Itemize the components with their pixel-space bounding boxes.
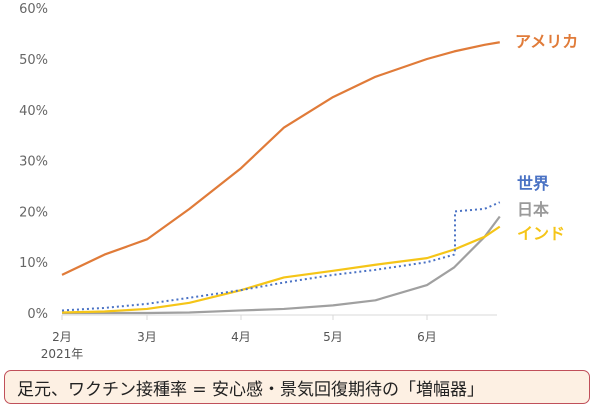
- label-america: アメリカ: [515, 32, 578, 51]
- y-tick-label: 30%: [19, 155, 48, 170]
- y-tick-label: 40%: [19, 104, 48, 119]
- x-tick-label: 3月: [137, 330, 157, 344]
- y-tick-label: 50%: [19, 53, 48, 68]
- caption-text: 足元、ワクチン接種率 = 安心感・景気回復期待の「増幅器」: [17, 379, 485, 400]
- series-line-インド: [61, 225, 501, 314]
- label-india: インド: [517, 224, 565, 243]
- y-tick-label: 10%: [19, 256, 48, 271]
- x-tick-label: 6月: [417, 330, 437, 344]
- line-chart: 0% 10% 20% 30% 40% 50% 60% 2月 3月 4月 5月 6月 2021年 アメリ…: [19, 2, 578, 361]
- y-tick-label: 0%: [27, 307, 48, 322]
- caption-box: 足元、ワクチン接種率 = 安心感・景気回復期待の「増幅器」: [4, 370, 590, 404]
- x-tick-label: 5月: [323, 330, 343, 344]
- x-year-label: 2021年: [41, 347, 84, 361]
- y-axis: 0% 10% 20% 30% 40% 50% 60%: [19, 2, 48, 322]
- x-tick-label: 4月: [231, 330, 251, 344]
- y-tick-label: 60%: [19, 2, 48, 17]
- x-axis: 2月 3月 4月 5月 6月 2021年: [41, 314, 497, 361]
- plot-lines: [61, 41, 501, 315]
- series-line-日本: [62, 215, 501, 315]
- y-tick-label: 20%: [19, 205, 48, 220]
- label-japan: 日本: [517, 200, 549, 219]
- label-world: 世界: [517, 174, 549, 193]
- x-tick-label: 2月: [52, 330, 72, 344]
- series-line-アメリカ: [61, 41, 500, 276]
